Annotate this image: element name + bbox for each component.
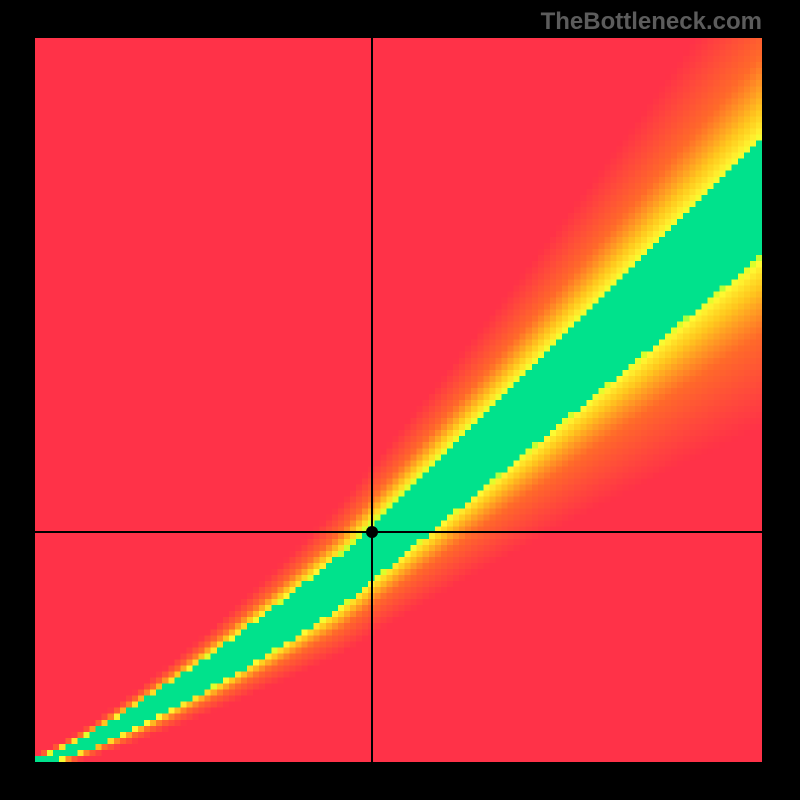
chart-container: TheBottleneck.com <box>0 0 800 800</box>
data-point-marker <box>366 526 378 538</box>
bottleneck-heatmap <box>35 38 762 762</box>
crosshair-vertical <box>371 38 373 762</box>
watermark-text: TheBottleneck.com <box>541 8 762 36</box>
crosshair-horizontal <box>35 531 762 533</box>
